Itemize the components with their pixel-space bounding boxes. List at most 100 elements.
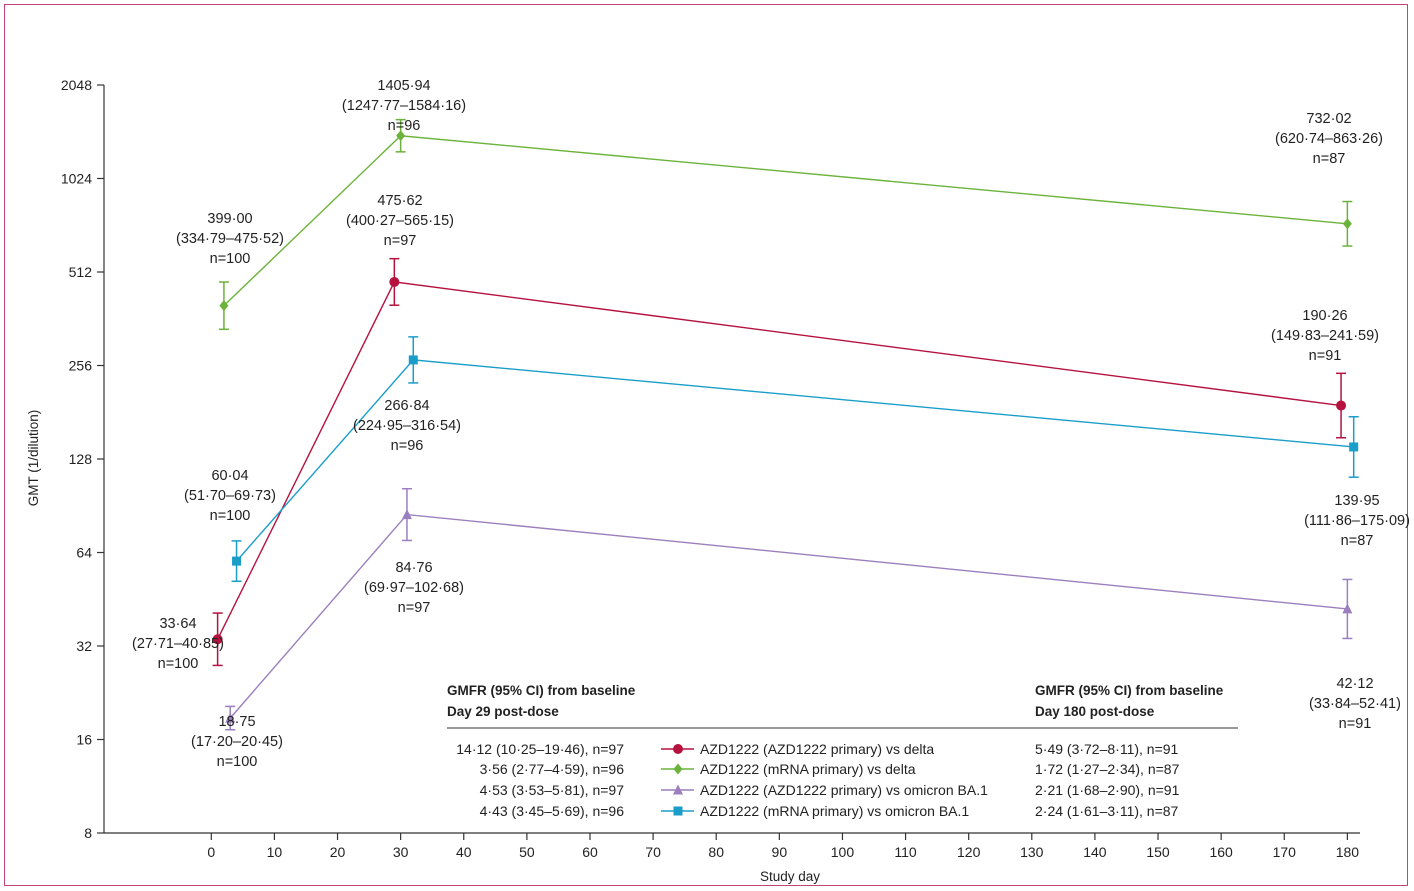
legend-swatch-marker (673, 784, 683, 795)
x-tick-label: 140 (1083, 844, 1107, 860)
data-point (1336, 400, 1347, 411)
point-annotation: 266·84 (224·95–316·54) n=96 (353, 398, 461, 454)
gmt-value-label: 732·02 (1306, 111, 1351, 127)
data-point (225, 712, 236, 723)
data-point (408, 355, 418, 365)
data-point (1349, 442, 1359, 452)
ci-label: (17·20–20·45) (191, 734, 283, 750)
ci-label: (149·83–241·59) (1271, 328, 1379, 344)
y-axis-label: GMT (1/dilution) (26, 410, 41, 507)
n-label: n=96 (391, 438, 424, 454)
data-point (389, 276, 400, 287)
gmt-value-label: 84·76 (395, 560, 432, 576)
y-tick-label: 128 (69, 451, 93, 467)
x-tick-label: 90 (772, 844, 788, 860)
n-label: n=100 (158, 656, 199, 672)
legend-series-name: AZD1222 (mRNA primary) vs delta (700, 761, 916, 777)
legend-table: GMFR (95% CI) from baseline Day 29 post-… (447, 683, 1238, 819)
x-axis-label: Study day (760, 869, 820, 884)
gmt-value-label: 42·12 (1336, 676, 1373, 692)
data-point (219, 300, 229, 312)
x-tick-label: 10 (267, 844, 283, 860)
legend-swatch-marker (673, 744, 683, 754)
point-annotation: 18·75 (17·20–20·45) n=100 (191, 714, 283, 770)
axes: 8 16 32 64 128 256 512 1024 2048 0 10 20 30 40 50 60 70 8… (61, 77, 1360, 860)
gmt-value-label: 475·62 (377, 193, 422, 209)
gmfr-day180-value: 1·72 (1·27–2·34), n=87 (1035, 761, 1180, 777)
ci-label: (334·79–475·52) (176, 231, 284, 247)
gmt-value-label: 60·04 (211, 468, 248, 484)
series-2 (218, 118, 1353, 331)
ci-label: (111·86–175·09) (1304, 513, 1410, 529)
day29-header-line1: GMFR (95% CI) from baseline (447, 683, 636, 698)
y-tick-label: 64 (76, 545, 92, 561)
series-4 (231, 336, 1359, 583)
y-tick-label: 16 (76, 732, 92, 748)
n-label: n=100 (210, 251, 251, 267)
point-annotations: 33·64 (27·71–40·85) n=100 475·62 (400·27–565… (132, 78, 1410, 770)
n-label: n=100 (210, 508, 251, 524)
x-tick-label: 20 (330, 844, 346, 860)
n-label: n=91 (1339, 716, 1372, 732)
gmfr-day29-value: 4·43 (3·45–5·69), n=96 (480, 803, 625, 819)
point-annotation: 399·00 (334·79–475·52) n=100 (176, 211, 284, 267)
x-tick-label: 50 (519, 844, 535, 860)
legend-series-name: AZD1222 (AZD1222 primary) vs delta (700, 741, 934, 757)
gmfr-day29-value: 4·53 (3·53–5·81), n=97 (480, 782, 625, 798)
legend-rows: 14·12 (10·25–19·46), n=97 AZD1222 (AZD122… (456, 741, 1179, 819)
point-annotation: 42·12 (33·84–52·41) n=91 (1309, 676, 1401, 732)
x-tick-label: 70 (645, 844, 661, 860)
gmfr-day180-value: 2·24 (1·61–3·11), n=87 (1035, 803, 1179, 819)
point-annotation: 1405·94 (1247·77–1584·16) n=96 (342, 78, 466, 134)
gmt-value-label: 399·00 (207, 211, 252, 227)
figure-frame (4, 4, 1408, 886)
ci-label: (27·71–40·85) (132, 636, 224, 652)
gmfr-day29-value: 14·12 (10·25–19·46), n=97 (456, 741, 624, 757)
data-point (396, 130, 406, 142)
ci-label: (224·95–316·54) (353, 418, 461, 434)
y-tick-label: 32 (76, 638, 92, 654)
gmt-value-label: 266·84 (384, 398, 429, 414)
gmfr-day180-value: 5·49 (3·72–8·11), n=91 (1035, 741, 1179, 757)
y-tick-label: 1024 (61, 171, 92, 187)
ci-label: (620·74–863·26) (1275, 131, 1383, 147)
point-annotation: 33·64 (27·71–40·85) n=100 (132, 616, 224, 672)
n-label: n=87 (1313, 151, 1346, 167)
data-point (401, 509, 412, 520)
legend-series-name: AZD1222 (mRNA primary) vs omicron BA.1 (700, 803, 969, 819)
n-label: n=97 (398, 600, 431, 616)
day29-header-line2: Day 29 post-dose (447, 704, 559, 719)
point-annotation: 139·95 (111·86–175·09) n=87 (1304, 493, 1410, 549)
gmt-value-label: 18·75 (218, 714, 255, 730)
gmt-value-label: 1405·94 (377, 78, 430, 94)
legend-row: 4·43 (3·45–5·69), n=96 AZD1222 (mRNA prim… (480, 803, 1179, 819)
x-tick-label: 40 (456, 844, 472, 860)
x-tick-label: 110 (894, 844, 917, 860)
data-point (232, 556, 242, 566)
x-tick-label: 60 (582, 844, 598, 860)
series-line (236, 359, 1354, 562)
point-annotation: 84·76 (69·97–102·68) n=97 (364, 560, 464, 616)
gmt-value-label: 139·95 (1334, 493, 1379, 509)
point-annotation: 732·02 (620·74–863·26) n=87 (1275, 111, 1383, 167)
legend-swatch-marker (673, 806, 683, 816)
legend-row: 14·12 (10·25–19·46), n=97 AZD1222 (AZD122… (456, 741, 1178, 757)
x-tick-label: 120 (957, 844, 981, 860)
n-label: n=97 (384, 233, 417, 249)
legend-swatch-marker (673, 763, 683, 775)
legend-row: 4·53 (3·53–5·81), n=97 AZD1222 (AZD1222 p… (480, 782, 1180, 798)
gmt-value-label: 190·26 (1302, 308, 1347, 324)
x-tick-label: 170 (1273, 844, 1297, 860)
n-label: n=100 (217, 754, 258, 770)
n-label: n=96 (388, 118, 421, 134)
x-tick-label: 100 (831, 844, 855, 860)
legend-row: 3·56 (2·77–4·59), n=96 AZD1222 (mRNA prim… (480, 761, 1180, 777)
series-3 (225, 487, 1353, 731)
point-annotation: 190·26 (149·83–241·59) n=91 (1271, 308, 1379, 364)
data-point (212, 634, 223, 645)
data-point (1342, 218, 1352, 230)
x-tick-label: 80 (708, 844, 724, 860)
gmfr-day180-value: 2·21 (1·68–2·90), n=91 (1035, 782, 1180, 798)
ci-label: (400·27–565·15) (346, 213, 454, 229)
